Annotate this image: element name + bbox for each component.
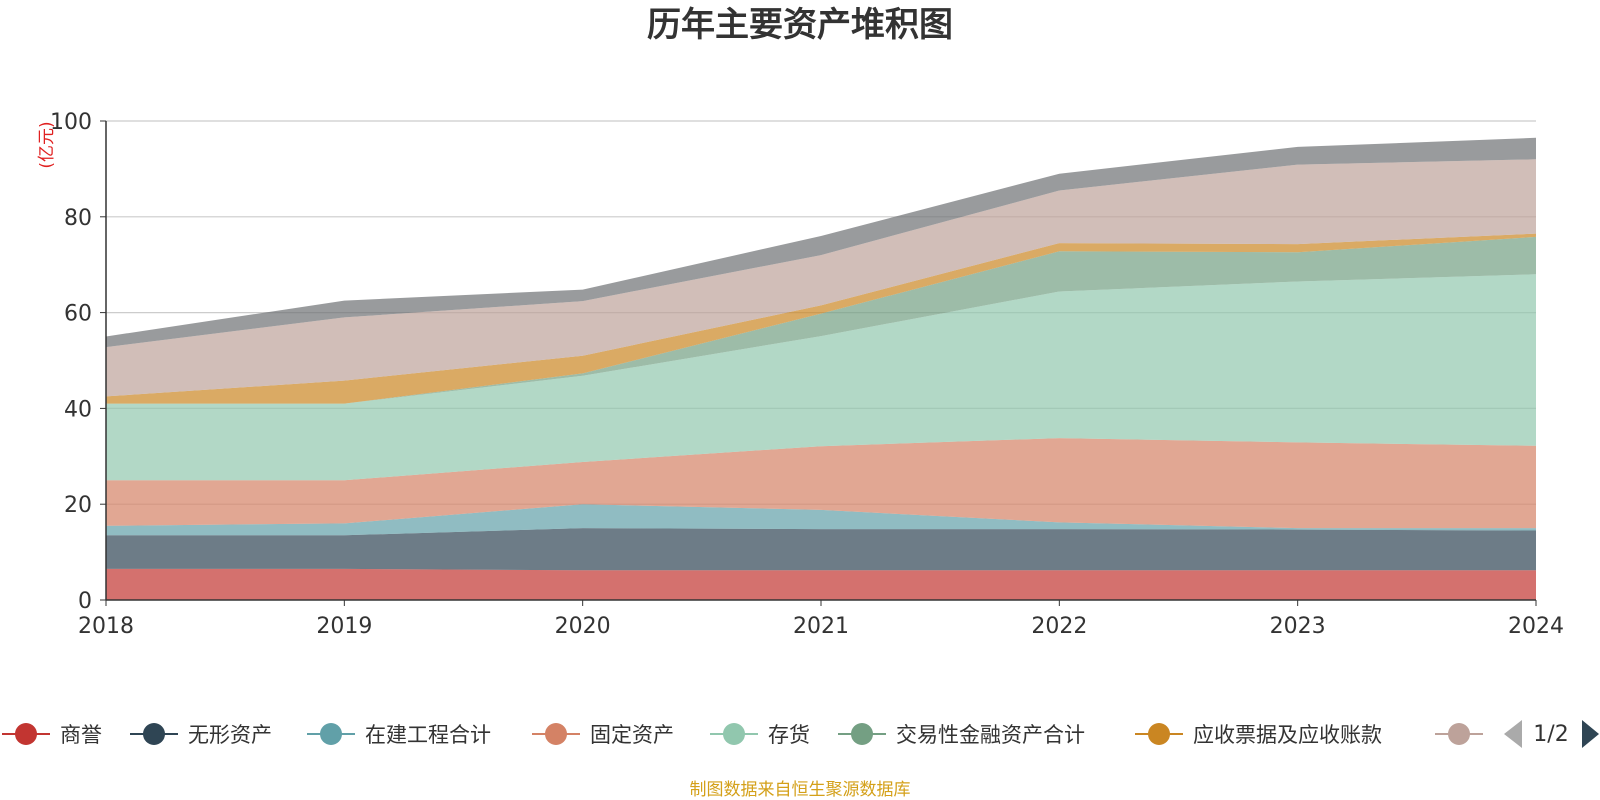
y-tick-label: 20 [64,493,92,518]
legend-item[interactable]: 应收票据及应收账款 [1135,723,1382,747]
legend-circle-icon [851,723,873,745]
legend-label: 商誉 [60,723,102,747]
area-series-9 [106,137,1536,348]
area-series-3 [106,504,1536,536]
x-tick-label: 2018 [78,614,134,639]
legend-label: 存货 [768,723,810,747]
legend: 商誉 无形资产 在建工程合计 固定资产 存货 交易性金融资产合计 应收票据及应收账款 1/2 [2,720,1599,748]
x-tick-label: 2020 [555,614,611,639]
axes: 0 20 40 60 80 100 2018 2019 2020 2021 2022 2023 2024 [50,110,1564,639]
legend-page-indicator: 1/2 [1533,722,1568,747]
legend-circle-icon [1148,723,1170,745]
x-tick-label: 2023 [1270,614,1326,639]
legend-circle-icon [143,723,165,745]
legend-label: 无形资产 [188,723,272,747]
legend-item[interactable]: 无形资产 [130,723,272,747]
area-series-4 [106,438,1536,529]
x-tick-label: 2024 [1508,614,1564,639]
legend-circle-icon [320,723,342,745]
legend-circle-icon [15,723,37,745]
x-tick-label: 2021 [793,614,849,639]
legend-item[interactable] [1435,723,1483,745]
x-tick-label: 2022 [1031,614,1087,639]
y-tick-label: 80 [64,206,92,231]
y-axis-unit-label: (亿元) [37,121,57,168]
legend-circle-icon [1448,723,1470,745]
legend-item[interactable]: 交易性金融资产合计 [838,723,1085,747]
legend-item[interactable]: 商誉 [2,723,102,747]
legend-item[interactable]: 固定资产 [532,723,674,747]
y-tick-label: 40 [64,397,92,422]
legend-label: 在建工程合计 [365,723,491,747]
legend-prev-arrow-icon[interactable] [1504,720,1522,748]
y-tick-label: 0 [78,589,92,614]
legend-label: 交易性金融资产合计 [896,723,1085,747]
y-tick-label: 60 [64,302,92,327]
legend-circle-icon [723,723,745,745]
legend-next-arrow-icon[interactable] [1582,720,1599,748]
legend-item[interactable]: 在建工程合计 [307,723,491,747]
legend-item[interactable]: 存货 [710,723,810,747]
area-series-8 [106,159,1536,397]
legend-label: 固定资产 [590,723,674,747]
source-note: 制图数据来自恒生聚源数据库 [690,780,911,800]
y-tick-label: 100 [50,110,92,135]
area-series-1 [106,568,1536,600]
area-series-layer [106,137,1536,600]
area-series-6 [106,236,1536,404]
legend-circle-icon [545,723,567,745]
area-series-5 [106,274,1536,481]
legend-label: 应收票据及应收账款 [1193,723,1382,747]
x-tick-label: 2019 [316,614,372,639]
area-series-2 [106,528,1536,571]
chart-title: 历年主要资产堆积图 [647,5,953,45]
